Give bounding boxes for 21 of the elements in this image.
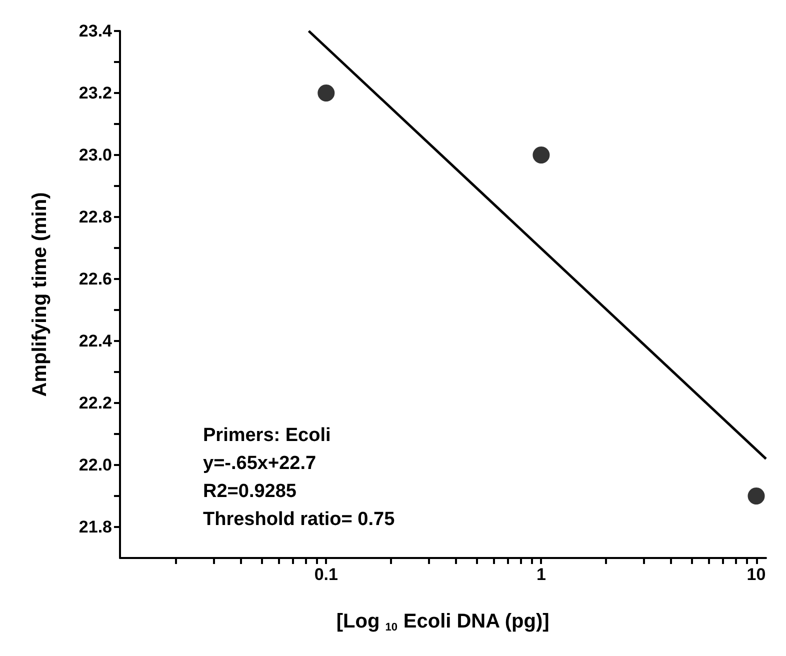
y-tick-label: 22.6	[78, 270, 112, 288]
y-tick-label: 22.0	[78, 456, 112, 474]
y-axis-title: Amplifying time (min)	[29, 192, 51, 397]
point	[532, 146, 550, 164]
x-axis-title: [Log 10 Ecoli DNA (pg)]	[336, 610, 550, 634]
annotation: R2=0.9285	[203, 481, 297, 502]
annotation: y=-.65x+22.7	[203, 453, 316, 474]
y-tick-label: 22.2	[78, 394, 112, 412]
annotation: Primers: Ecoli	[203, 425, 331, 446]
y-tick-label: 22.8	[78, 208, 112, 226]
annotation: Threshold ratio= 0.75	[203, 509, 396, 530]
point	[748, 488, 765, 504]
y-tick-label: 23.4	[78, 22, 113, 40]
point	[318, 84, 335, 102]
y-tick-label: 21.8	[78, 518, 112, 536]
y-tick-label: 23.0	[78, 146, 112, 164]
x-tick-label: 0.1	[314, 565, 338, 584]
x-tick-label: 1	[536, 565, 546, 584]
y-tick-label: 23.2	[78, 84, 112, 102]
x-tick-label: 10	[746, 565, 766, 584]
y-tick-label: 22.4	[78, 332, 113, 350]
